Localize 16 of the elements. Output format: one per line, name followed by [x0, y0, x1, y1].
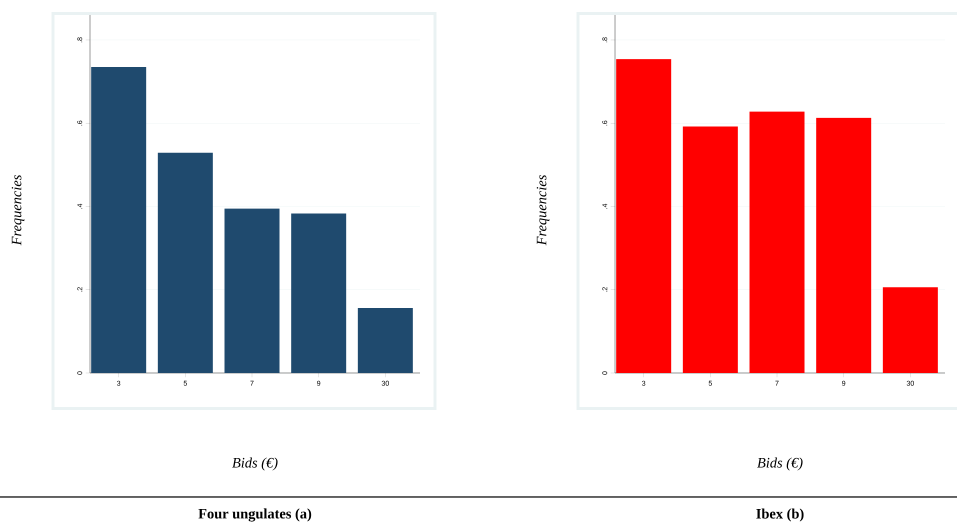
y-axis-title: Frequencies — [12, 175, 24, 246]
bar — [616, 59, 672, 373]
x-axis-title: Bids (€) — [757, 457, 803, 471]
x-axis-title: Bids (€) — [232, 457, 278, 471]
bar — [91, 67, 146, 373]
bar — [816, 118, 872, 373]
text: Four ungulates (a) — [198, 508, 312, 522]
bar — [882, 287, 938, 373]
bar — [682, 126, 738, 373]
bar — [291, 214, 346, 373]
y-axis-title: Frequencies — [536, 175, 550, 246]
bar — [224, 208, 280, 373]
text: Ibex (b) — [756, 508, 804, 522]
bar — [158, 152, 213, 373]
bar — [358, 308, 413, 373]
bar — [750, 112, 805, 373]
